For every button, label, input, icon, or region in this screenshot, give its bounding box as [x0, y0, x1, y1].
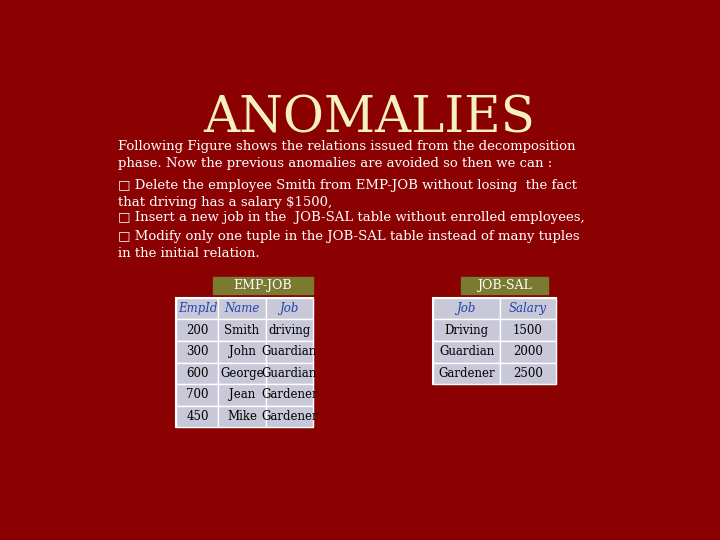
FancyBboxPatch shape: [176, 406, 218, 427]
FancyBboxPatch shape: [176, 362, 218, 384]
Text: Mike: Mike: [227, 410, 257, 423]
Text: Guardian: Guardian: [262, 345, 317, 358]
FancyBboxPatch shape: [176, 298, 313, 427]
FancyBboxPatch shape: [500, 341, 556, 362]
Text: George: George: [220, 367, 264, 380]
FancyBboxPatch shape: [218, 341, 266, 362]
Text: 2000: 2000: [513, 345, 543, 358]
Text: 700: 700: [186, 388, 209, 401]
FancyBboxPatch shape: [176, 384, 218, 406]
FancyBboxPatch shape: [266, 341, 313, 362]
Text: Jean: Jean: [229, 388, 255, 401]
FancyBboxPatch shape: [500, 319, 556, 341]
Text: 200: 200: [186, 323, 209, 336]
FancyBboxPatch shape: [176, 319, 218, 341]
FancyBboxPatch shape: [266, 362, 313, 384]
Text: Job: Job: [457, 302, 477, 315]
FancyBboxPatch shape: [433, 362, 500, 384]
Text: EmpId: EmpId: [178, 302, 217, 315]
FancyBboxPatch shape: [218, 362, 266, 384]
FancyBboxPatch shape: [433, 341, 500, 362]
FancyBboxPatch shape: [218, 406, 266, 427]
Text: JOB-SAL: JOB-SAL: [477, 279, 531, 292]
Text: Job: Job: [280, 302, 300, 315]
Text: 1500: 1500: [513, 323, 543, 336]
FancyBboxPatch shape: [213, 277, 313, 294]
Text: Following Figure shows the relations issued from the decomposition
phase. Now th: Following Figure shows the relations iss…: [118, 140, 575, 170]
Text: Salary: Salary: [509, 302, 547, 315]
Text: EMP-JOB: EMP-JOB: [234, 279, 292, 292]
Text: Gardener: Gardener: [261, 410, 318, 423]
FancyBboxPatch shape: [218, 384, 266, 406]
FancyBboxPatch shape: [500, 298, 556, 319]
Text: Smith: Smith: [225, 323, 260, 336]
FancyBboxPatch shape: [266, 384, 313, 406]
Text: Guardian: Guardian: [439, 345, 494, 358]
Text: 2500: 2500: [513, 367, 543, 380]
Text: □ Modify only one tuple in the JOB-SAL table instead of many tuples
in the initi: □ Modify only one tuple in the JOB-SAL t…: [118, 230, 580, 260]
FancyBboxPatch shape: [176, 341, 218, 362]
Text: □ Delete the employee Smith from EMP-JOB without losing  the fact
that driving h: □ Delete the employee Smith from EMP-JOB…: [118, 179, 577, 209]
FancyBboxPatch shape: [266, 406, 313, 427]
Text: ANOMALIES: ANOMALIES: [203, 94, 535, 143]
FancyBboxPatch shape: [433, 298, 556, 384]
Text: Gardener: Gardener: [438, 367, 495, 380]
FancyBboxPatch shape: [266, 298, 313, 319]
Text: □ Insert a new job in the  JOB-SAL table without enrolled employees,: □ Insert a new job in the JOB-SAL table …: [118, 211, 585, 224]
Text: 600: 600: [186, 367, 209, 380]
Text: Driving: Driving: [444, 323, 489, 336]
Text: 450: 450: [186, 410, 209, 423]
FancyBboxPatch shape: [461, 277, 548, 294]
FancyBboxPatch shape: [500, 362, 556, 384]
Text: Guardian: Guardian: [262, 367, 317, 380]
Text: John: John: [229, 345, 256, 358]
FancyBboxPatch shape: [176, 298, 218, 319]
Text: 300: 300: [186, 345, 209, 358]
FancyBboxPatch shape: [433, 298, 500, 319]
FancyBboxPatch shape: [218, 319, 266, 341]
FancyBboxPatch shape: [218, 298, 266, 319]
FancyBboxPatch shape: [433, 319, 500, 341]
Text: Name: Name: [225, 302, 260, 315]
Text: Gardener: Gardener: [261, 388, 318, 401]
FancyBboxPatch shape: [266, 319, 313, 341]
Text: driving: driving: [269, 323, 310, 336]
